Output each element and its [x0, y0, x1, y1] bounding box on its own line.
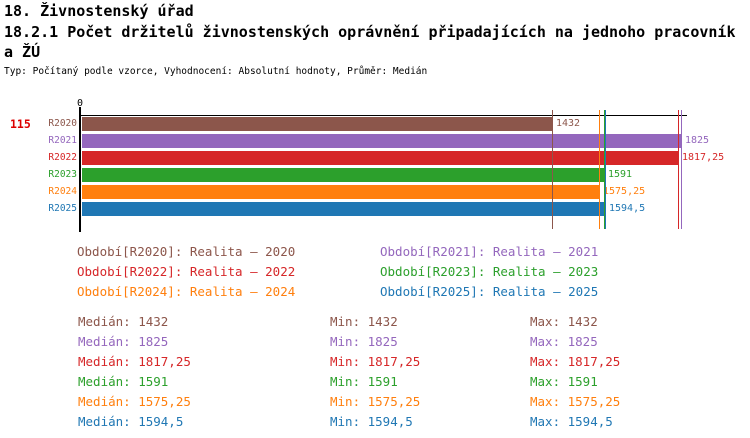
- category-label: R2020: [48, 118, 77, 129]
- median-marker-line: [678, 110, 679, 229]
- stat-max: Max: 1575,25: [530, 394, 621, 409]
- legend-item: Období[R2020]: Realita – 2020: [77, 244, 296, 259]
- value-label: 1825: [685, 135, 710, 146]
- stat-max: Max: 1594,5: [530, 414, 613, 429]
- indicator-title-line1: 18.2.1 Počet držitelů živnostenských opr…: [4, 23, 736, 41]
- stat-median: Medián: 1591: [78, 374, 169, 389]
- stat-median: Medián: 1817,25: [78, 354, 191, 369]
- stat-max: Max: 1591: [530, 374, 598, 389]
- stat-max: Max: 1825: [530, 334, 598, 349]
- legend-item: Období[R2024]: Realita – 2024: [77, 284, 296, 299]
- bar: [82, 134, 681, 148]
- value-label: 1591: [608, 169, 633, 180]
- indicator-meta: Typ: Počítaný podle vzorce, Vyhodnocení:…: [4, 66, 428, 77]
- legend-item: Období[R2022]: Realita – 2022: [77, 264, 296, 279]
- value-label: 1575,25: [603, 186, 646, 197]
- category-label: R2024: [48, 186, 77, 197]
- category-label: R2025: [48, 203, 77, 214]
- bar: [82, 202, 605, 216]
- section-title: 18. Živnostenský úřad: [4, 2, 194, 20]
- x-axis-line: [79, 115, 687, 116]
- legend-item: Období[R2021]: Realita – 2021: [380, 244, 599, 259]
- stat-min: Min: 1575,25: [330, 394, 421, 409]
- value-label: 1432: [556, 118, 581, 129]
- stat-median: Medián: 1575,25: [78, 394, 191, 409]
- category-label: R2022: [48, 152, 77, 163]
- stat-min: Min: 1825: [330, 334, 398, 349]
- category-label: R2021: [48, 135, 77, 146]
- bar: [82, 151, 678, 165]
- value-label: 1594,5: [609, 203, 646, 214]
- stat-min: Min: 1817,25: [330, 354, 421, 369]
- bar: [82, 185, 599, 199]
- bar: [82, 168, 604, 182]
- indicator-title-line2: a ŽÚ: [4, 43, 41, 61]
- y-axis-line: [79, 107, 81, 232]
- legend-item: Období[R2025]: Realita – 2025: [380, 284, 599, 299]
- row-count-label: 115: [10, 117, 31, 131]
- stat-max: Max: 1432: [530, 314, 598, 329]
- stat-min: Min: 1594,5: [330, 414, 413, 429]
- stat-min: Min: 1432: [330, 314, 398, 329]
- median-marker-line: [552, 110, 553, 229]
- stat-min: Min: 1591: [330, 374, 398, 389]
- stat-median: Medián: 1825: [78, 334, 169, 349]
- median-marker-line: [599, 110, 600, 229]
- stat-median: Medián: 1432: [78, 314, 169, 329]
- median-marker-line: [605, 110, 606, 229]
- median-marker-line: [681, 110, 682, 229]
- legend-item: Období[R2023]: Realita – 2023: [380, 264, 599, 279]
- stat-max: Max: 1817,25: [530, 354, 621, 369]
- bar: [82, 117, 552, 131]
- x-axis-origin-label: 0: [76, 98, 84, 109]
- category-label: R2023: [48, 169, 77, 180]
- stat-median: Medián: 1594,5: [78, 414, 184, 429]
- value-label: 1817,25: [682, 152, 725, 163]
- median-marker-line: [604, 110, 605, 229]
